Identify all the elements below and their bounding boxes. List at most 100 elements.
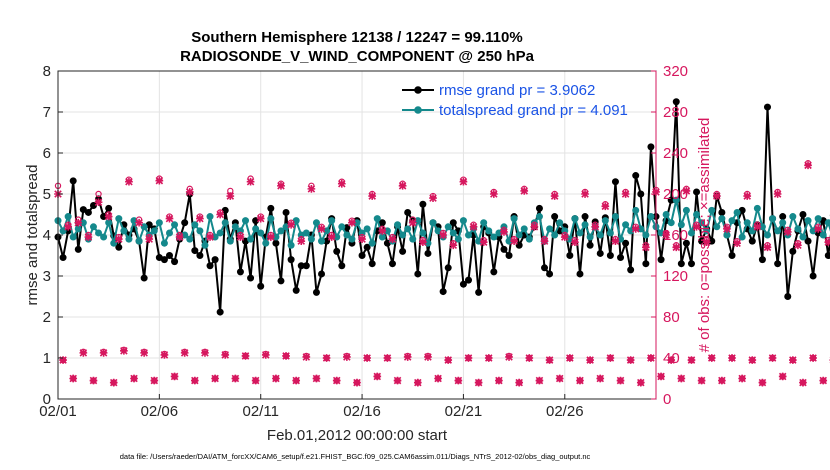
obs_assimilated-point xyxy=(581,190,589,198)
totalspread-point xyxy=(682,206,690,214)
obs_assimilated-point xyxy=(64,222,72,231)
obs_assimilated-point xyxy=(530,222,539,231)
chart-title: Southern Hemisphere 12138 / 12247 = 99.1… xyxy=(191,29,522,46)
obs_assimilated-point xyxy=(190,376,199,385)
y-axis-right-label: # of obs: o=possible; ×=assimilated xyxy=(696,118,713,353)
totalspread-point xyxy=(383,227,391,235)
rmse-point xyxy=(500,245,508,253)
obs_assimilated-point xyxy=(307,185,316,193)
rmse-point xyxy=(566,252,574,259)
totalspread-point xyxy=(328,217,336,225)
rmse-point xyxy=(824,252,830,259)
totalspread-point xyxy=(576,229,584,237)
rmse-point xyxy=(622,239,630,247)
totalspread-point xyxy=(368,239,376,247)
obs_assimilated-point xyxy=(104,212,113,221)
obs_assimilated-point xyxy=(241,352,250,360)
obs_assimilated-point xyxy=(84,233,93,241)
rmse-point xyxy=(89,201,97,209)
rmse-point xyxy=(596,249,604,257)
obs_assimilated-point xyxy=(125,177,133,186)
obs_assimilated-point xyxy=(616,376,625,385)
rmse-point xyxy=(368,260,376,268)
totalspread-point xyxy=(556,219,564,227)
obs_assimilated-point xyxy=(535,376,544,385)
totalspread-point xyxy=(779,219,787,227)
obs_assimilated-point xyxy=(383,354,392,362)
rmse-point xyxy=(267,204,275,212)
rmse-point xyxy=(257,282,265,290)
obs_assimilated-point xyxy=(626,356,635,364)
rmse-point xyxy=(581,213,589,221)
legend-spread-marker xyxy=(414,106,422,114)
obs_assimilated-point xyxy=(226,192,235,200)
obs_assimilated-point xyxy=(550,192,559,200)
totalspread-point xyxy=(718,215,726,223)
totalspread-point xyxy=(632,206,640,214)
obs_assimilated-point xyxy=(434,374,442,383)
totalspread-point xyxy=(703,227,711,235)
rmse-point xyxy=(171,258,179,266)
obs_assimilated-point xyxy=(261,351,270,359)
rmse-point xyxy=(804,237,812,245)
rmse-point xyxy=(718,208,726,216)
obs_assimilated-point xyxy=(768,354,777,362)
obs_assimilated-point xyxy=(525,354,534,362)
obs_assimilated-point xyxy=(363,354,371,362)
y-right-tick-label: 120 xyxy=(663,268,688,285)
totalspread-point xyxy=(429,219,437,227)
totalspread-point xyxy=(454,235,462,243)
totalspread-point xyxy=(135,237,143,245)
totalspread-point xyxy=(794,225,802,233)
totalspread-point xyxy=(819,231,827,239)
obs_assimilated-point xyxy=(520,187,529,195)
obs_assimilated-point xyxy=(814,225,823,233)
totalspread-point xyxy=(642,231,650,239)
totalspread-point xyxy=(242,217,250,225)
totalspread-point xyxy=(257,229,265,237)
obs_assimilated-point xyxy=(804,161,812,170)
obs_assimilated-point xyxy=(586,356,594,364)
obs_assimilated-point xyxy=(449,241,458,250)
obs_assimilated-point xyxy=(677,374,686,383)
totalspread-point xyxy=(155,219,163,227)
x-tick-label: 02/16 xyxy=(343,403,381,420)
totalspread-point xyxy=(763,231,771,239)
rmse-point xyxy=(424,249,432,257)
obs_assimilated-point xyxy=(657,372,665,381)
totalspread-point xyxy=(419,229,427,237)
rmse-point xyxy=(216,308,224,316)
obs_assimilated-point xyxy=(358,235,366,243)
rmse-point xyxy=(333,247,341,255)
obs_assimilated-point xyxy=(59,356,67,364)
x-tick-label: 02/26 xyxy=(546,403,584,420)
rmse-point xyxy=(414,270,422,278)
rmse-point xyxy=(247,274,255,282)
y-right-tick-label: 320 xyxy=(663,63,688,80)
obs_assimilated-point xyxy=(175,233,184,241)
obs_assimilated-point xyxy=(221,351,230,359)
rmse-point xyxy=(277,277,285,285)
totalspread-point xyxy=(353,219,361,227)
x-tick-label: 02/21 xyxy=(445,403,483,420)
totalspread-point xyxy=(667,219,675,227)
obs_assimilated-point xyxy=(444,356,453,364)
totalspread-point xyxy=(606,229,614,237)
rmse-point xyxy=(165,252,173,259)
obs_assimilated-point xyxy=(332,376,341,385)
y-tick-label: 4 xyxy=(43,227,51,244)
totalspread-point xyxy=(343,231,351,239)
y-tick-label: 2 xyxy=(43,309,51,326)
obs_assimilated-point xyxy=(408,218,417,227)
totalspread-point xyxy=(753,204,761,212)
obs_assimilated-point xyxy=(692,222,701,231)
obs_assimilated-point xyxy=(74,218,83,227)
totalspread-point xyxy=(64,213,72,221)
obs_assimilated-point xyxy=(343,353,351,361)
rmse-point xyxy=(784,293,792,300)
totalspread-point xyxy=(348,235,356,243)
rmse-point xyxy=(292,286,300,294)
obs_assimilated-point xyxy=(697,376,706,385)
y-tick-label: 3 xyxy=(43,268,51,285)
rmse-point xyxy=(546,270,554,278)
